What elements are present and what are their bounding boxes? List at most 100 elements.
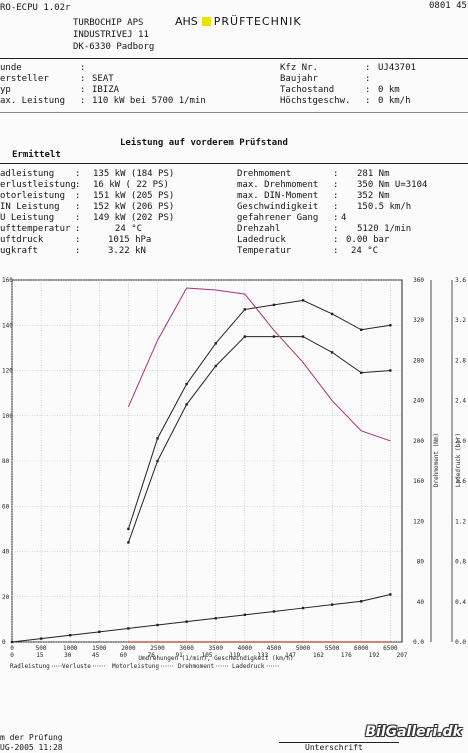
data-point-radleistung [127,541,130,544]
chart-grid [11,279,453,643]
data-point-motorleistung [360,328,363,331]
result-label: Temperatur [237,246,292,256]
torque-tick-label: 200 [413,438,424,445]
legend-item: Radleistung [10,663,50,670]
result-value: 24 °C [115,224,143,234]
data-point-motorleistung [301,299,305,302]
vehicle-label: yp [0,85,11,95]
data-point-radleistung [243,335,247,338]
speed-tick-label: 133 [257,652,268,659]
data-point-radleistung [214,364,217,368]
signature-label: Unterschrift [305,743,363,752]
data-point-verluste [214,617,217,620]
company-line-3: DK-6330 Padborg [73,42,155,52]
speed-axis-ticks: 0 15 30 45 60 76 91 105 119 133 147 162 176 192 207 [10,652,408,659]
torque-tick-label: 320 [413,317,424,324]
brand-right: PRÜFTECHNIK [213,15,302,28]
legend-item: Motorleistung [112,663,159,670]
data-point-radleistung [301,335,305,338]
vehicle-label: Tachostand [280,85,335,95]
vehicle-value: 0 km/h [378,96,411,106]
result-colon: : [75,191,81,201]
boost-tick-label: 0.8 [455,559,466,566]
data-point-motorleistung [243,308,247,311]
x-axis-label: Umdrehungen (1/min), Geschwindigkeit (km… [138,655,293,662]
result-label: erlustleistung [0,180,76,190]
torque-axis-ticks: 0.0 40 80 120 160 200 240 280 320 360 [413,277,424,646]
speed-tick-label: 91 [176,652,184,659]
x-tick-label: 5500 [325,645,340,652]
data-point-motorleistung [214,342,217,345]
vehicle-value: 110 kW bei 5700 1/min [92,96,206,106]
result-value: 149 kW (202 PS) [93,213,175,223]
data-point-motorleistung [330,312,334,316]
vehicle-label: ersteller [0,74,49,84]
result-label: ufttemperatur [0,224,71,234]
x-tick-label: 1000 [63,645,78,652]
speed-tick-label: 45 [92,652,100,659]
torque-tick-label: 0.0 [413,639,424,646]
data-point-verluste [10,640,14,644]
boost-tick-label: 2.4 [455,398,466,405]
result-label: ugkraft [0,246,38,256]
data-point-motorleistung [389,324,392,327]
result-colon: : [333,180,339,190]
data-point-radleistung [360,371,363,374]
data-point-radleistung [330,351,334,354]
watermark: BilGalleri.dk [365,724,462,740]
x-tick-label: 6500 [383,645,398,652]
x-tick-label: 2000 [121,645,136,652]
vehicle-colon: : [80,85,86,95]
speed-tick-label: 207 [397,652,408,659]
result-label: U Leistung [0,213,55,223]
vehicle-label: Höchstgeschw. [280,96,351,106]
vehicle-colon: : [365,63,371,73]
divider [0,163,468,164]
dyno-chart: 0 20 40 60 80 100 120 140 160 0.0 40 80 120 160 200 24… [2,277,466,670]
data-point-verluste [98,630,101,634]
result-value: 4 [341,213,347,223]
result-colon: : [75,224,81,234]
data-point-verluste [243,613,247,617]
brand-logo: AHS PRÜFTECHNIK [168,4,302,28]
result-label: max. DIN-Moment [237,191,319,201]
test-date-value: UG-2005 11:28 [0,743,63,752]
data-point-radleistung [389,369,392,372]
brand-square-icon [201,17,211,26]
result-value: 24 °C [351,246,379,256]
x-tick-label: 5000 [296,645,311,652]
section-title: Leistung auf vorderem Prüfstand [120,138,288,148]
vehicle-label: Kfz Nr. [280,63,318,73]
result-label: max. Drehmoment [237,180,319,190]
result-colon: : [333,224,339,234]
speed-tick-label: 0 [10,652,14,659]
data-point-verluste [360,600,363,603]
speed-tick-label: 176 [341,652,352,659]
result-value: 3.22 kN [108,246,146,256]
data-point-verluste [156,623,159,627]
result-label: gefahrener Gang [237,213,319,223]
result-colon: : [333,191,339,201]
chart-legend: Radleistung Verluste Motorleistung Drehmome… [10,663,279,670]
result-colon: : [333,202,339,212]
company-line-2: INDUSTRIVEJ 11 [73,30,149,40]
result-value: 150.5 km/h [357,202,412,212]
x-tick-label: 2500 [150,645,165,652]
speed-tick-label: 192 [369,652,380,659]
result-label: adleistung [0,169,55,179]
x-tick-label: 3000 [179,645,194,652]
boost-tick-label: 2.0 [455,438,466,445]
boost-tick-label: 0.4 [455,599,466,606]
x-axis-ticks: 0 500 1000 1500 2000 2500 3000 3500 4000 4500 5000… [10,645,398,652]
y-tick-label: 80 [2,458,10,465]
data-point-motorleistung [272,303,276,307]
result-value: 151 kW (205 PS) [93,191,175,201]
legend-item: Ladedruck [232,663,265,670]
data-point-motorleistung [127,527,130,531]
vehicle-label: Baujahr [280,74,318,84]
result-label: uftdruck [0,235,44,245]
data-point-radleistung [156,459,159,463]
result-value: 16 kW ( 22 PS) [93,180,169,190]
result-value: 1015 hPa [108,235,152,245]
boost-tick-label: 3.2 [455,317,466,324]
